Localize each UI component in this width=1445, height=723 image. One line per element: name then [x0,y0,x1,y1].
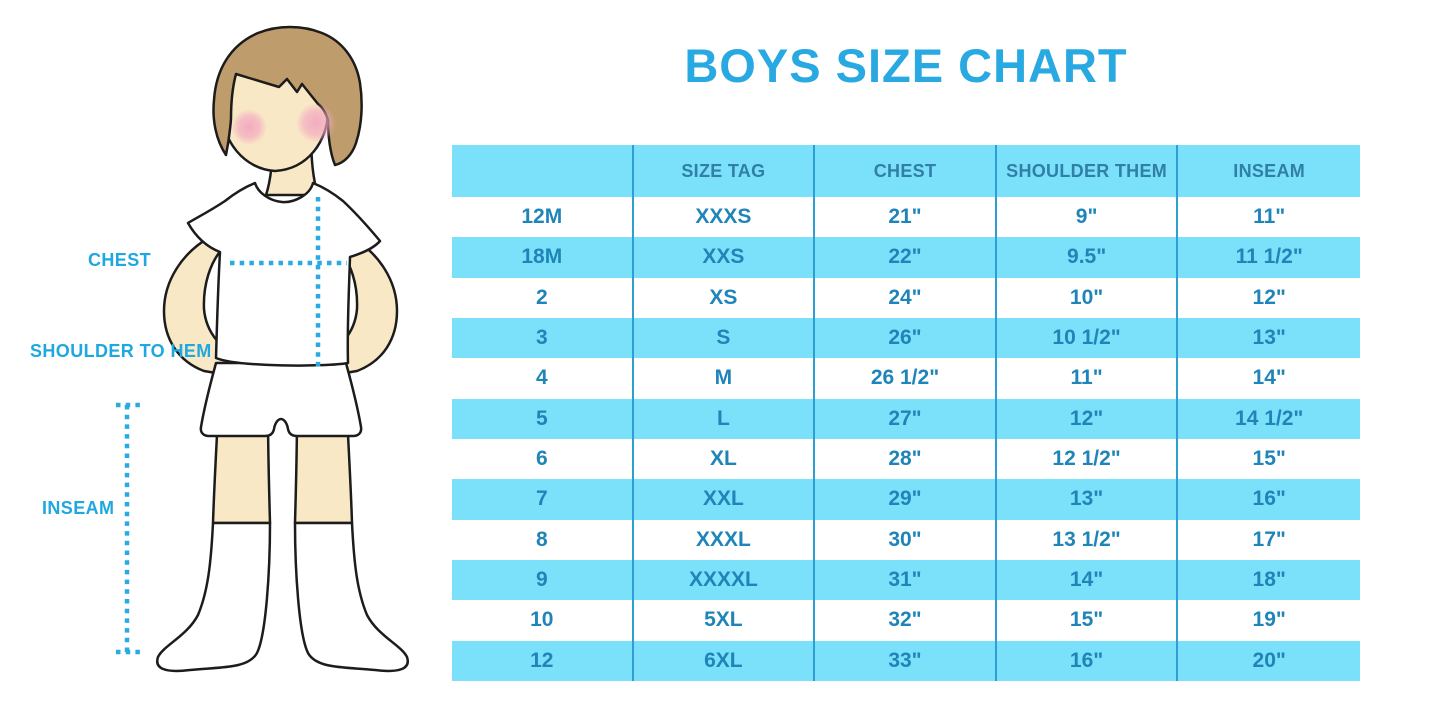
table-cell: 20" [1178,640,1360,681]
table-cell: 19" [1178,600,1360,641]
table-cell: 2 [452,277,634,318]
table-cell: 5 [452,398,634,439]
table-cell: 33" [815,640,997,681]
table-cell: XL [633,438,816,480]
table-cell: 22" [815,237,997,278]
table-cell: XXL [633,479,816,520]
table-cell: 15" [1178,438,1360,480]
table-cell: 29" [815,479,997,520]
table-cell: 9" [996,197,1179,238]
table-cell: 11" [996,358,1179,399]
table-cell: 10 1/2" [996,317,1179,359]
table-cell: 5XL [633,600,816,641]
table-cell: XXXL [633,519,816,560]
table-cell: 10" [996,277,1179,318]
header-cell: SIZE TAG [633,145,816,197]
table-cell: 13" [996,479,1179,520]
table-cell: 11 1/2" [1178,237,1360,278]
boy-hair [212,25,363,167]
table-cell: 32" [815,600,997,641]
table-cell: XS [633,277,816,318]
boy-shorts [199,361,363,438]
size-chart-table: SIZE TAG CHEST SHOULDER THEM INSEAM 12M XXXS 2… [452,145,1360,681]
header-cell: SHOULDER THEM [996,145,1179,197]
boy-illustration [116,25,409,673]
table-cell: 15" [996,600,1179,641]
header-cell: CHEST [815,145,997,197]
table-cell: 10 [452,600,634,641]
table-cell: 13" [1178,317,1360,359]
table-cell: 14 1/2" [1178,398,1360,439]
table-cell: 21" [815,197,997,238]
boy-measurement-diagram: CHEST SHOULDER TO HEM INSEAM [0,0,452,723]
table-cell: S [633,317,816,359]
table-cell: 27" [815,398,997,439]
table-cell: 12 [452,640,634,681]
table-cell: 24" [815,277,997,318]
table-cell: XXS [633,237,816,278]
table-cell: 8 [452,519,634,560]
table-cell: L [633,398,816,439]
table-cell: 13 1/2" [996,519,1179,560]
table-cell: 7 [452,479,634,520]
boy-right-blush [296,103,336,143]
header-cell [452,145,634,197]
table-cell: 12 1/2" [996,438,1179,480]
table-cell: 16" [1178,479,1360,520]
table-cell: 18" [1178,559,1360,601]
table-cell: M [633,358,816,399]
table-cell: 12" [1178,277,1360,318]
table-cell: 26 1/2" [815,358,997,399]
table-cell: 31" [815,559,997,601]
page-title: BOYS SIZE CHART [684,39,1128,92]
table-cell: 30" [815,519,997,560]
boy-left-sock [156,521,272,673]
table-cell: 4 [452,358,634,399]
inseam-label: INSEAM [42,498,115,518]
table-cell: 11" [1178,197,1360,238]
table-cell: 28" [815,438,997,480]
table-cell: 9.5" [996,237,1179,278]
table-cell: 12M [452,197,634,238]
shoulder-to-hem-label: SHOULDER TO HEM [30,341,212,361]
table-cell: 14" [1178,358,1360,399]
table-cell: 18M [452,237,634,278]
table-cell: 17" [1178,519,1360,560]
boy-left-blush [231,109,267,145]
boy-right-sock [293,521,409,673]
chest-label: CHEST [88,250,152,270]
table-cell: 16" [996,640,1179,681]
table-cell: 14" [996,559,1179,601]
table-cell: 26" [815,317,997,359]
table-cell: XXXXL [633,559,816,601]
table-cell: 12" [996,398,1179,439]
header-cell: INSEAM [1178,145,1360,197]
table-cell: 6 [452,438,634,480]
table-cell: 9 [452,559,634,601]
table-cell: 3 [452,317,634,359]
table-cell: 6XL [633,640,816,681]
table-cell: XXXS [633,197,816,238]
boy-tshirt [186,181,382,367]
